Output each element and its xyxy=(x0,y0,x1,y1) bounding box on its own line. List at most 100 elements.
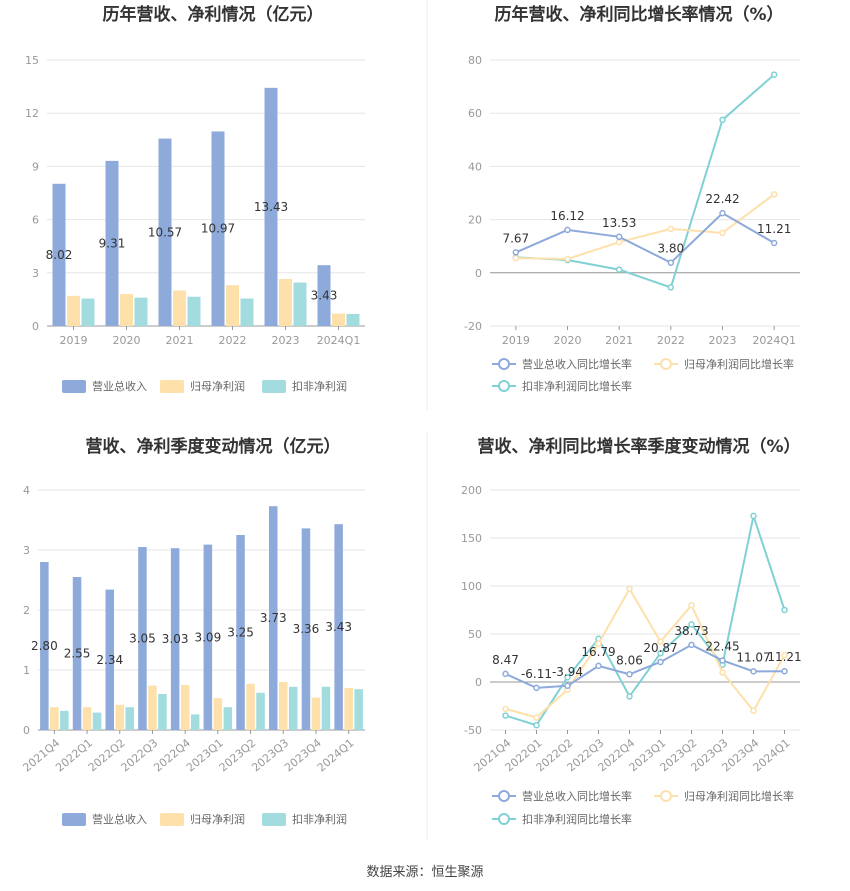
data-point xyxy=(502,705,509,713)
legend-label: 扣非净利润 xyxy=(292,379,347,393)
data-point xyxy=(615,266,623,273)
data-point xyxy=(719,229,726,237)
y-tick-label: 4 xyxy=(23,484,30,497)
data-point xyxy=(533,684,540,692)
annual-bar-title: 历年营收、净利情况（亿元） xyxy=(103,4,324,25)
data-point xyxy=(667,225,675,233)
y-tick-label: 2 xyxy=(23,604,30,617)
data-label: 11.21 xyxy=(757,222,791,236)
data-label: 11.21 xyxy=(767,650,801,664)
legend-marker xyxy=(498,358,510,370)
bar xyxy=(158,694,167,730)
data-label: 38.73 xyxy=(674,624,708,638)
bar xyxy=(203,544,213,730)
data-label: 20.87 xyxy=(643,641,677,655)
data-point xyxy=(770,71,778,78)
legend-swatch xyxy=(262,380,286,393)
bar xyxy=(105,589,114,730)
data-point xyxy=(719,669,726,676)
y-tick-label: 1 xyxy=(23,664,30,677)
x-tick-label: 2022 xyxy=(219,334,247,347)
data-point xyxy=(781,606,788,614)
bar xyxy=(293,282,307,326)
x-tick-label: 2021 xyxy=(605,334,633,347)
data-point xyxy=(512,254,520,262)
bar xyxy=(105,160,119,326)
bar xyxy=(40,562,49,730)
bar xyxy=(256,692,265,730)
series-line xyxy=(515,193,775,260)
bar xyxy=(52,183,66,326)
data-point xyxy=(657,638,664,645)
legend-label: 扣非净利润 xyxy=(292,812,347,826)
bar xyxy=(158,138,172,326)
bar xyxy=(268,506,278,730)
bar xyxy=(317,265,331,326)
bar xyxy=(67,295,80,326)
bar xyxy=(120,294,133,326)
data-point xyxy=(502,712,509,719)
data-point xyxy=(615,238,623,246)
data-point xyxy=(657,658,664,666)
y-tick-label: 3 xyxy=(32,267,39,280)
data-point xyxy=(595,662,602,670)
bar xyxy=(134,297,148,326)
series-line xyxy=(515,73,775,289)
x-tick-label: 2023 xyxy=(709,334,737,347)
data-label: 2.80 xyxy=(31,639,58,653)
quarter-line-chart: -50 0 50 100 150 200 8.47-6.11 -3.94 16.798.0620… xyxy=(461,484,802,826)
series-line xyxy=(505,512,786,727)
data-point xyxy=(750,512,757,520)
annual-bar-chart: 0 3 6 9 12 15 8.02 9.31 10.57 10.97 13.43 3.43 2019 2… xyxy=(25,54,365,393)
series-line xyxy=(505,643,785,689)
data-label: 3.25 xyxy=(227,626,254,640)
y-tick-label: 20 xyxy=(468,214,482,227)
data-label: 8.47 xyxy=(492,653,519,667)
bar xyxy=(211,131,225,326)
bar xyxy=(264,87,278,326)
y-tick-label: 200 xyxy=(461,484,482,497)
legend-marker xyxy=(660,790,672,802)
legend-label: 归母净利润同比增长率 xyxy=(684,357,794,371)
data-label: 3.73 xyxy=(260,611,287,625)
x-tick-label: 2021 xyxy=(166,334,194,347)
data-label: 8.02 xyxy=(46,248,73,262)
x-tick-label: 2024Q1 xyxy=(315,736,357,774)
data-point xyxy=(564,682,571,690)
data-label: 3.09 xyxy=(194,630,221,644)
data-point xyxy=(595,640,602,647)
data-point xyxy=(781,667,788,675)
data-point xyxy=(688,601,695,609)
series-line xyxy=(515,211,775,264)
data-label: 22.42 xyxy=(705,192,739,206)
bar xyxy=(334,524,343,730)
bar xyxy=(279,279,292,326)
legend-swatch xyxy=(262,813,286,826)
legend-label: 营业总收入 xyxy=(92,812,147,826)
data-label: 3.03 xyxy=(162,632,189,646)
legend-label: 扣非净利润同比增长率 xyxy=(522,812,632,826)
data-point xyxy=(564,255,571,263)
bar xyxy=(173,290,186,326)
data-point xyxy=(657,649,664,657)
data-point xyxy=(719,209,726,217)
data-label: 3.05 xyxy=(129,632,156,646)
data-label: 9.31 xyxy=(99,236,126,250)
data-point xyxy=(688,621,695,628)
y-tick-label: 15 xyxy=(25,54,39,67)
y-tick-label: 0 xyxy=(23,724,30,737)
legend-marker xyxy=(498,813,510,825)
data-label: 2.55 xyxy=(64,647,91,661)
data-point xyxy=(719,116,726,124)
data-point xyxy=(688,641,695,649)
bar xyxy=(354,689,363,730)
data-label: 7.67 xyxy=(502,231,529,245)
data-point xyxy=(750,707,757,715)
y-tick-label: 0 xyxy=(32,320,39,333)
y-tick-label: -20 xyxy=(464,320,482,333)
x-tick-label: 2020 xyxy=(554,334,582,347)
legend-swatch xyxy=(62,380,86,393)
annual-line-title: 历年营收、净利同比增长率情况（%） xyxy=(494,4,783,25)
y-tick-label: 12 xyxy=(25,107,39,120)
legend-label: 营业总收入同比增长率 xyxy=(522,357,632,371)
